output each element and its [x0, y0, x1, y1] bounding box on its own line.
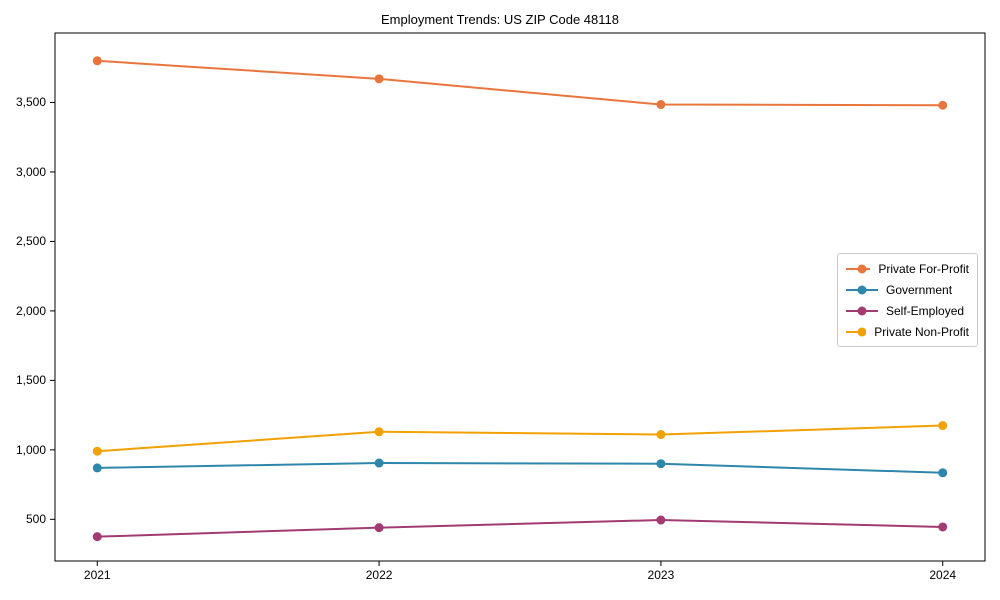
legend-item-private-for-profit: Private For-Profit	[846, 258, 969, 279]
x-tick-label: 2021	[83, 568, 111, 582]
legend-marker-private-for-profit	[846, 264, 871, 273]
legend-label: Self-Employed	[886, 303, 965, 318]
series-line-private-non-profit	[97, 424, 943, 453]
legend-item-self-employed: Self-Employed	[846, 300, 969, 321]
legend-marker-government	[846, 285, 878, 294]
legend-marker-private-non-profit	[846, 327, 867, 336]
y-tick-label: 2,000	[15, 303, 46, 318]
series-marker-self-employed	[374, 523, 384, 533]
legend: Private For-Profit Government Self-Employe…	[837, 253, 978, 347]
x-tick-label: 2024	[929, 568, 957, 582]
y-tick-label: 1,500	[15, 373, 46, 388]
y-tick-label: 1,000	[15, 442, 46, 457]
legend-label: Government	[886, 282, 953, 297]
y-tick-label: 3,000	[15, 164, 46, 179]
series-marker-private-non-profit	[938, 421, 948, 431]
legend-item-private-non-profit: Private Non-Profit	[846, 321, 969, 342]
series-marker-private-for-profit	[92, 56, 102, 66]
series-marker-government	[92, 463, 102, 473]
legend-item-government: Government	[846, 279, 969, 300]
series-marker-private-for-profit	[938, 100, 948, 110]
chart-title: Employment Trends: US ZIP Code 48118	[381, 12, 619, 27]
series-marker-government	[938, 468, 948, 478]
legend-dot	[857, 264, 867, 273]
legend-dot	[857, 327, 867, 336]
series-marker-private-for-profit	[656, 100, 666, 110]
series-marker-government	[656, 459, 666, 469]
series-marker-self-employed	[656, 515, 666, 525]
series-marker-self-employed	[938, 522, 948, 532]
series-marker-government	[374, 458, 384, 468]
legend-label: Private Non-Profit	[874, 324, 969, 339]
series-line-private-for-profit	[97, 59, 943, 107]
legend-dot	[857, 285, 867, 294]
series-line-self-employed	[97, 519, 943, 538]
y-tick-label: 500	[25, 512, 46, 527]
legend-marker-self-employed	[846, 306, 878, 315]
series-marker-private-for-profit	[374, 74, 384, 84]
y-tick-label: 3,500	[15, 95, 46, 110]
plot-frame	[54, 32, 986, 562]
series-marker-private-non-profit	[374, 427, 384, 437]
x-tick-label: 2022	[365, 568, 393, 582]
y-tick-label: 2,500	[15, 234, 46, 249]
legend-label: Private For-Profit	[878, 261, 969, 276]
series-marker-private-non-profit	[92, 446, 102, 456]
series-line-government	[97, 462, 943, 474]
legend-dot	[857, 306, 867, 315]
series-marker-self-employed	[92, 532, 102, 542]
series-marker-private-non-profit	[656, 430, 666, 440]
x-tick-label: 2023	[647, 568, 675, 582]
